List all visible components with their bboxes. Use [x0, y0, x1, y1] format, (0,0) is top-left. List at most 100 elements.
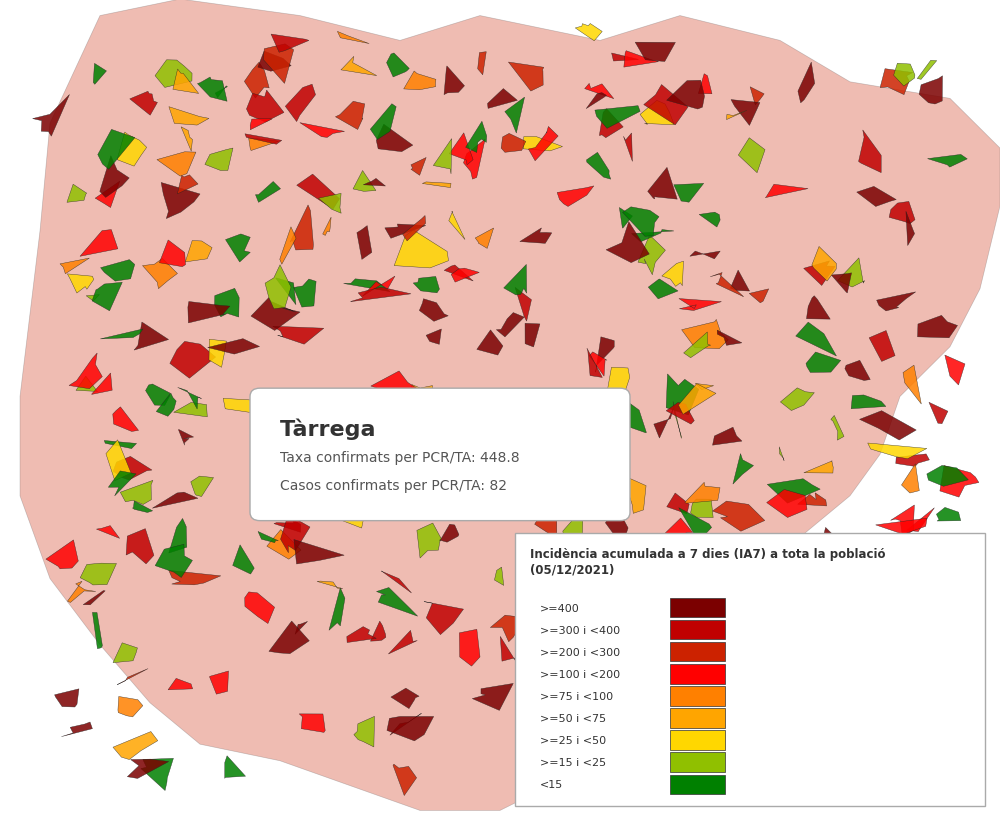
Polygon shape [574, 656, 582, 685]
Bar [670, 664, 725, 684]
Text: >=300 i <400: >=300 i <400 [540, 625, 620, 635]
Polygon shape [691, 630, 710, 647]
Polygon shape [504, 265, 527, 295]
Polygon shape [92, 283, 122, 312]
Polygon shape [108, 471, 136, 496]
Polygon shape [118, 696, 143, 717]
Polygon shape [451, 269, 479, 283]
FancyBboxPatch shape [515, 533, 985, 806]
Polygon shape [300, 123, 345, 138]
Text: Taxa confirmats per PCR/TA: 448.8: Taxa confirmats per PCR/TA: 448.8 [280, 451, 520, 465]
Polygon shape [496, 313, 524, 337]
Polygon shape [743, 727, 763, 764]
Polygon shape [932, 604, 966, 629]
Polygon shape [818, 528, 840, 557]
Polygon shape [490, 615, 523, 642]
Polygon shape [424, 454, 455, 461]
Polygon shape [608, 368, 630, 393]
Polygon shape [353, 171, 376, 192]
Polygon shape [95, 182, 120, 208]
FancyBboxPatch shape [250, 389, 630, 521]
Polygon shape [351, 288, 411, 302]
Text: >=200 i <300: >=200 i <300 [540, 647, 620, 657]
Polygon shape [269, 621, 309, 654]
Polygon shape [525, 324, 540, 347]
Polygon shape [376, 125, 413, 152]
Polygon shape [411, 158, 426, 176]
Polygon shape [757, 606, 780, 633]
Polygon shape [417, 523, 441, 558]
Polygon shape [393, 764, 417, 796]
Polygon shape [482, 399, 502, 419]
Polygon shape [690, 251, 720, 260]
Polygon shape [33, 95, 69, 137]
Polygon shape [80, 563, 116, 586]
Polygon shape [596, 337, 614, 373]
Polygon shape [907, 508, 934, 532]
Polygon shape [273, 327, 324, 345]
Polygon shape [413, 277, 439, 294]
Polygon shape [433, 140, 452, 174]
Polygon shape [169, 571, 221, 586]
Polygon shape [648, 168, 677, 200]
Polygon shape [226, 235, 250, 263]
Polygon shape [860, 411, 916, 441]
Polygon shape [173, 70, 199, 94]
Polygon shape [385, 225, 426, 239]
Polygon shape [80, 230, 118, 257]
Polygon shape [390, 714, 422, 735]
Polygon shape [96, 526, 120, 538]
Polygon shape [588, 715, 608, 718]
Polygon shape [459, 629, 480, 667]
Polygon shape [334, 400, 383, 446]
Polygon shape [244, 63, 269, 99]
Polygon shape [177, 175, 198, 194]
Polygon shape [864, 590, 892, 613]
Polygon shape [523, 660, 560, 675]
Text: Casos confirmats per PCR/TA: 82: Casos confirmats per PCR/TA: 82 [280, 478, 507, 492]
Polygon shape [92, 613, 102, 649]
Polygon shape [246, 91, 284, 122]
Polygon shape [318, 194, 341, 214]
Polygon shape [146, 385, 170, 406]
Polygon shape [529, 552, 567, 587]
Polygon shape [735, 692, 783, 710]
Polygon shape [605, 504, 628, 546]
Polygon shape [500, 637, 517, 664]
Polygon shape [678, 385, 716, 415]
Text: >=25 i <50: >=25 i <50 [540, 735, 606, 745]
Polygon shape [832, 552, 857, 568]
Polygon shape [794, 763, 840, 783]
Polygon shape [141, 758, 173, 791]
Polygon shape [388, 630, 417, 654]
Polygon shape [376, 588, 418, 616]
Polygon shape [902, 690, 922, 705]
Polygon shape [215, 289, 239, 318]
Polygon shape [679, 508, 712, 542]
Polygon shape [297, 174, 340, 210]
Polygon shape [662, 657, 687, 677]
Polygon shape [806, 296, 830, 320]
Polygon shape [294, 540, 344, 564]
Polygon shape [251, 299, 300, 331]
Polygon shape [868, 443, 927, 459]
Polygon shape [906, 212, 915, 246]
Polygon shape [586, 153, 611, 180]
Polygon shape [667, 494, 689, 514]
Polygon shape [161, 184, 200, 219]
Polygon shape [170, 342, 216, 379]
Polygon shape [612, 54, 639, 62]
Polygon shape [117, 133, 147, 167]
Polygon shape [233, 545, 254, 574]
Polygon shape [387, 54, 409, 78]
Polygon shape [927, 466, 968, 486]
Polygon shape [477, 331, 503, 356]
Polygon shape [419, 299, 448, 322]
Polygon shape [245, 592, 275, 624]
Polygon shape [599, 110, 623, 138]
Polygon shape [552, 566, 592, 592]
Polygon shape [733, 454, 754, 485]
Polygon shape [648, 280, 678, 299]
Polygon shape [134, 323, 169, 351]
Polygon shape [889, 202, 915, 224]
